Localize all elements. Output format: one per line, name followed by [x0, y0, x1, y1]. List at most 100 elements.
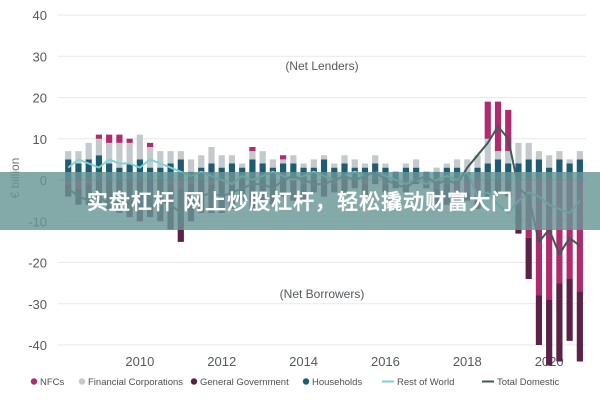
bar-nfcs	[116, 134, 123, 143]
bar-financial	[361, 163, 369, 168]
bar-households	[341, 163, 348, 180]
bar-households	[228, 163, 236, 180]
bar-financial	[136, 134, 143, 160]
legend-label-government: General Government	[200, 377, 289, 388]
bar-households	[505, 163, 512, 180]
bar-government	[576, 291, 583, 362]
bar-financial	[566, 159, 573, 164]
bar-households	[85, 159, 92, 180]
bar-financial	[95, 138, 103, 156]
bar-financial	[576, 151, 583, 160]
bar-financial	[464, 159, 471, 172]
bar-households	[167, 163, 174, 180]
bar-government	[546, 299, 553, 366]
legend: NFCs Financial Corporations General Govern…	[30, 377, 560, 388]
legend-label-financial: Financial Corporations	[88, 377, 183, 388]
bar-financial	[218, 155, 225, 168]
bar-nfcs	[484, 101, 491, 139]
bar-financial	[177, 151, 184, 160]
bar-financial	[310, 159, 317, 168]
bar-financial	[505, 151, 512, 164]
bar-households	[65, 159, 72, 180]
bar-households	[494, 159, 502, 180]
bar-financial	[546, 155, 553, 168]
bar-households	[290, 163, 297, 180]
bar-households	[280, 163, 287, 180]
bar-financial	[290, 155, 297, 164]
bar-financial	[525, 142, 532, 160]
bar-financial	[535, 151, 543, 160]
bar-government	[556, 283, 563, 362]
x-tick-labels: 201020122014201620182020	[125, 354, 563, 369]
bar-households	[535, 159, 543, 180]
y-tick-label: -30	[28, 297, 47, 312]
bar-households	[515, 163, 522, 180]
bar-financial	[382, 163, 389, 168]
bar-government	[566, 279, 573, 341]
bar-nfcs	[126, 138, 133, 143]
bar-government	[535, 295, 543, 345]
bar-financial	[331, 163, 338, 168]
banner-text: 实盘杠杆 网上炒股杠杆，轻松撬动财富大门	[86, 190, 514, 214]
x-tick-label: 2016	[371, 354, 400, 369]
bar-financial	[249, 151, 256, 160]
bar-households	[320, 159, 328, 180]
bar-financial	[372, 155, 379, 164]
bar-nfcs	[546, 180, 553, 300]
legend-label-total_domestic: Total Domestic	[497, 377, 560, 388]
bar-financial	[106, 142, 113, 164]
bar-households	[556, 159, 563, 180]
bar-financial	[433, 167, 440, 172]
bar-nfcs	[146, 142, 154, 147]
bar-financial	[280, 159, 287, 164]
bar-nfcs	[106, 134, 113, 143]
bar-financial	[320, 155, 328, 160]
y-tick-label: 40	[33, 8, 47, 23]
bar-nfcs	[280, 155, 287, 160]
bar-financial	[494, 151, 502, 160]
bar-financial	[146, 147, 154, 168]
bar-financial	[453, 159, 461, 168]
legend-marker-households	[302, 378, 310, 385]
bar-nfcs	[556, 180, 563, 284]
legend-label-rest_of_world: Rest of World	[397, 377, 454, 388]
bar-financial	[228, 155, 236, 164]
bar-households	[576, 159, 583, 180]
bar-financial	[157, 151, 164, 168]
bar-financial	[515, 142, 522, 164]
bar-financial	[443, 163, 450, 168]
y-tick-labels: 403020100-10-20-30-40	[28, 8, 47, 353]
x-tick-label: 2012	[207, 354, 236, 369]
bar-households	[208, 163, 215, 180]
bar-nfcs	[249, 147, 256, 152]
bar-nfcs	[95, 134, 103, 139]
bar-financial	[75, 151, 82, 164]
bar-financial	[259, 151, 266, 164]
bar-nfcs	[576, 180, 583, 292]
bar-financial	[269, 159, 276, 168]
bar-financial	[198, 155, 205, 168]
bar-nfcs	[505, 109, 512, 152]
bar-financial	[351, 159, 358, 168]
x-tick-label: 2014	[289, 354, 318, 369]
bar-households	[177, 159, 184, 180]
bar-layer	[65, 101, 583, 366]
x-tick-label: 2010	[125, 354, 154, 369]
bar-financial	[484, 138, 491, 164]
bar-financial	[85, 142, 92, 160]
bar-households	[126, 163, 133, 180]
bar-households	[106, 163, 113, 180]
y-tick-label: 20	[33, 91, 47, 106]
bar-financial	[167, 151, 174, 164]
bar-financial	[402, 163, 410, 168]
bar-households	[484, 163, 491, 180]
bar-households	[249, 159, 256, 180]
bar-households	[525, 159, 532, 180]
bar-households	[259, 163, 266, 180]
bar-financial	[556, 151, 563, 160]
promo-banner[interactable]: 实盘杠杆 网上炒股杠杆，轻松撬动财富大门	[0, 172, 600, 230]
bar-households	[566, 163, 573, 180]
bar-financial	[65, 151, 72, 160]
bar-financial	[341, 155, 348, 164]
bar-government	[525, 237, 532, 279]
